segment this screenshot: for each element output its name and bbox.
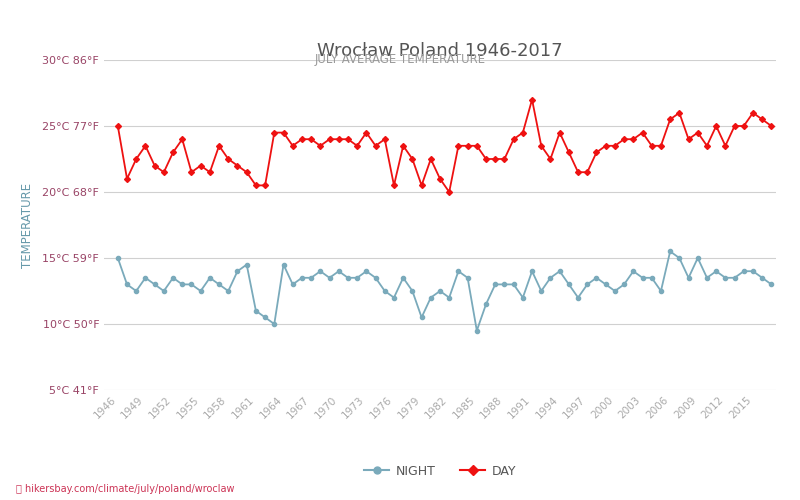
- Text: JULY AVERAGE TEMPERATURE: JULY AVERAGE TEMPERATURE: [314, 52, 486, 66]
- Text: 📍 hikersbay.com/climate/july/poland/wroclaw: 📍 hikersbay.com/climate/july/poland/wroc…: [16, 484, 234, 494]
- Title: Wrocław Poland 1946-2017: Wrocław Poland 1946-2017: [317, 42, 563, 60]
- Y-axis label: TEMPERATURE: TEMPERATURE: [21, 182, 34, 268]
- Legend: NIGHT, DAY: NIGHT, DAY: [359, 460, 521, 483]
